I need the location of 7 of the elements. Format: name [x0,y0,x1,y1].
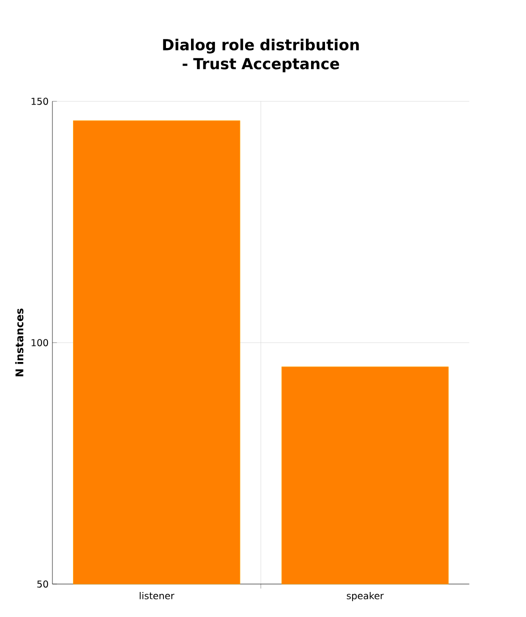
x-tick-label: listener [140,592,174,600]
y-tick-label: 150 [32,98,48,105]
x-tick-label: speaker [346,592,384,602]
y-tick-label: 100 [32,339,48,346]
y-tick-label: 50 [37,580,48,588]
chart-title: Dialog role distribution - Trust Acceptance [163,38,359,72]
y-axis-title: N instances [15,308,24,376]
